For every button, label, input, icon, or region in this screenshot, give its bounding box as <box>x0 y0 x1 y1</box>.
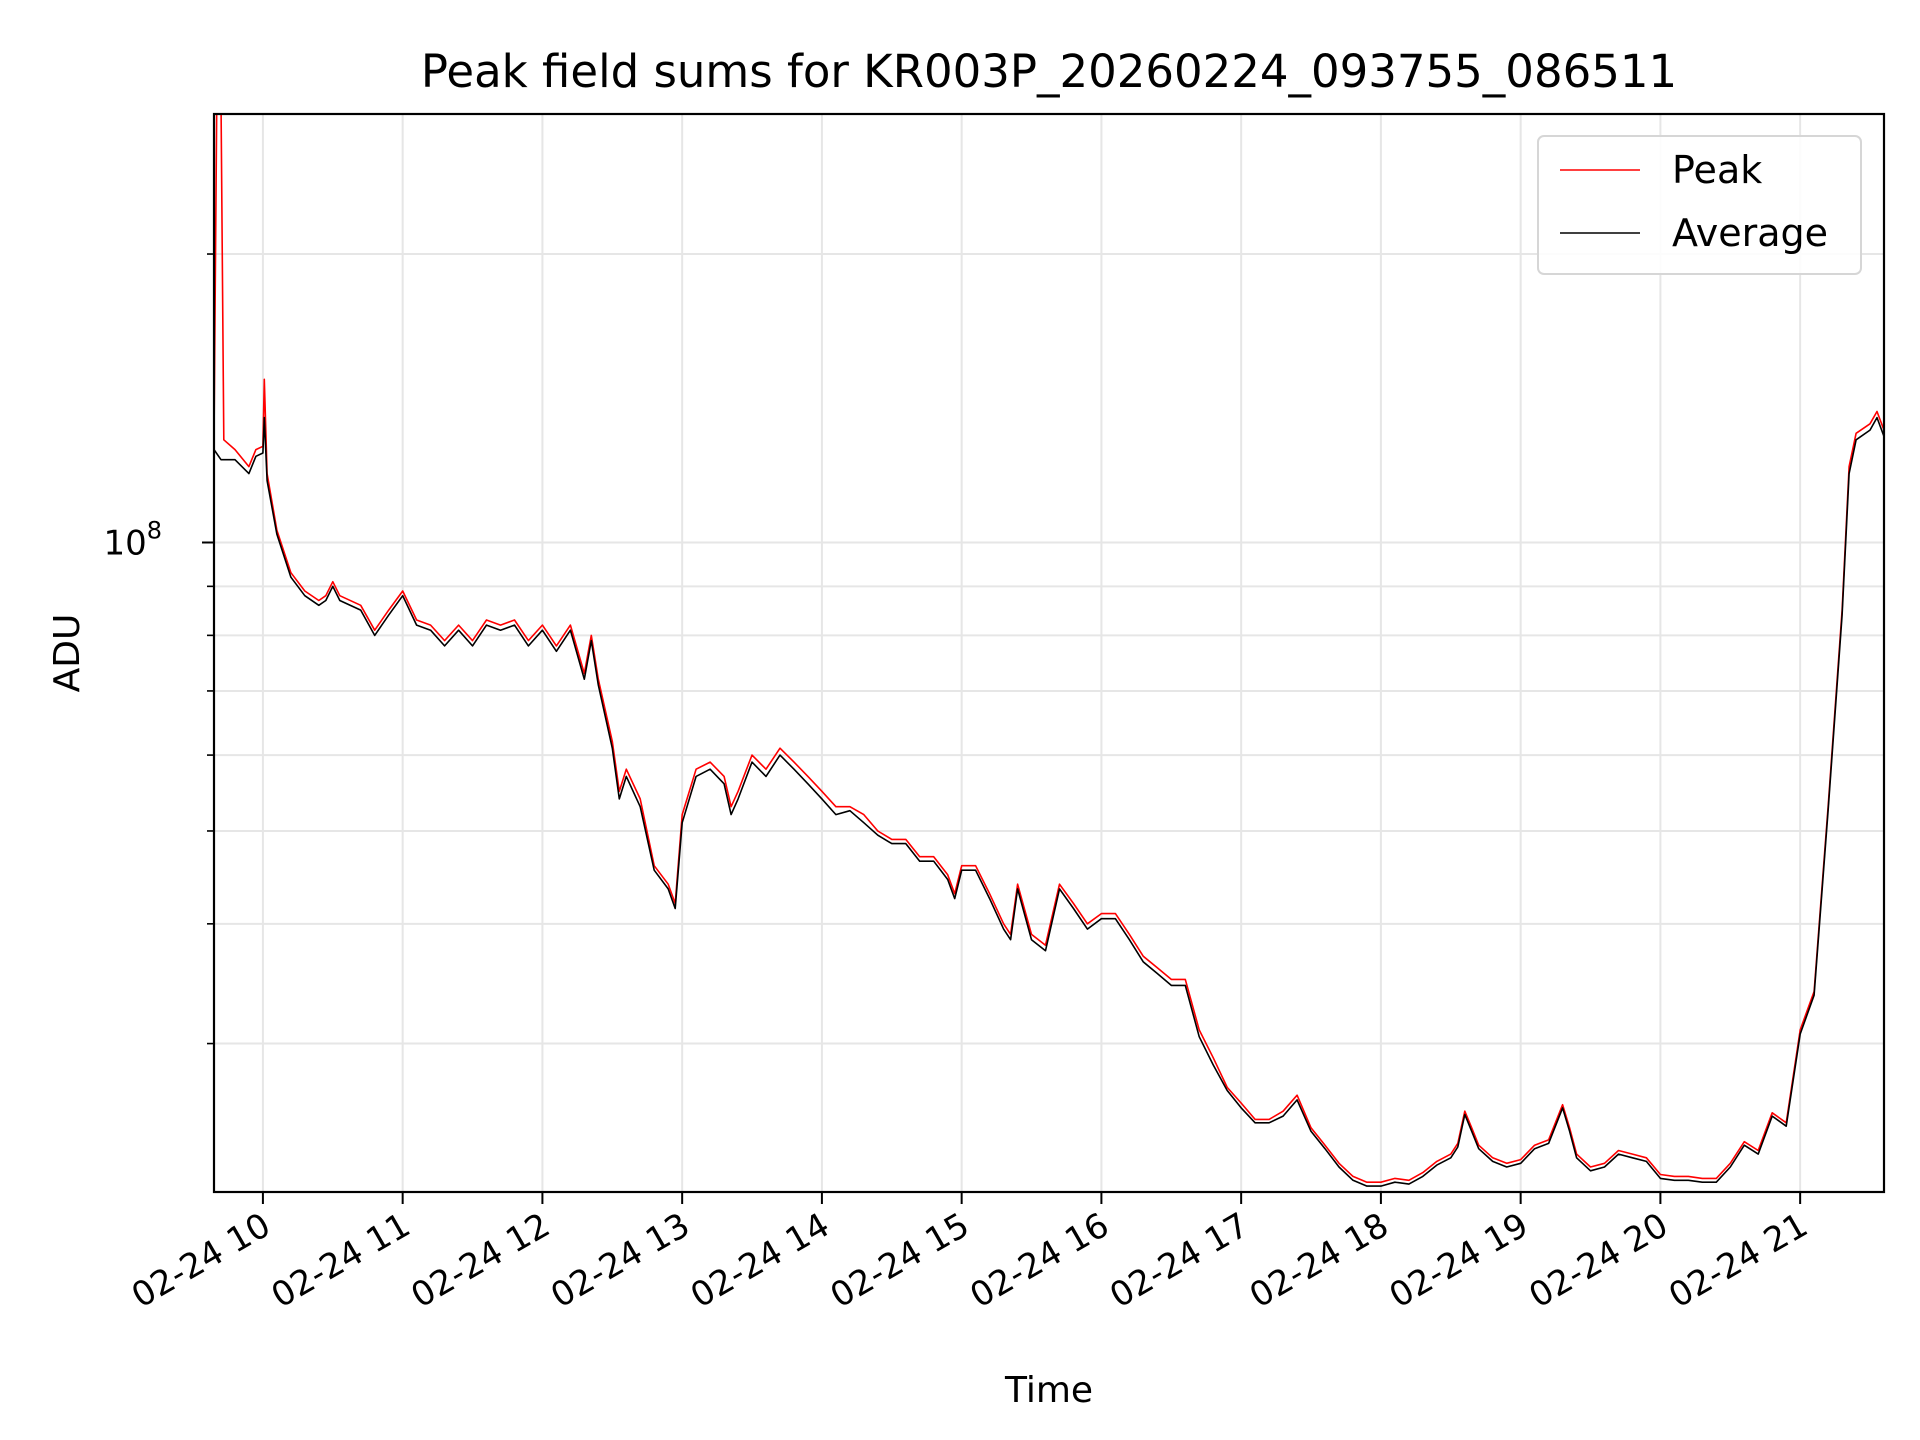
series-line-peak <box>214 114 1884 1183</box>
legend-label-peak: Peak <box>1672 148 1762 192</box>
legend: Peak Average <box>1537 135 1862 275</box>
grid-layer <box>214 114 1884 1192</box>
x-axis-label: Time <box>1004 1370 1093 1411</box>
y-axis-label: ADU <box>47 614 88 693</box>
legend-label-average: Average <box>1672 211 1828 255</box>
chart-title: Peak field sums for KR003P_20260224_0937… <box>421 45 1677 98</box>
series-line-average <box>214 416 1884 1187</box>
y-tick-label-exponent: 8 <box>147 517 162 545</box>
series-layer <box>214 114 1884 1187</box>
plot-frame <box>212 112 1886 1194</box>
